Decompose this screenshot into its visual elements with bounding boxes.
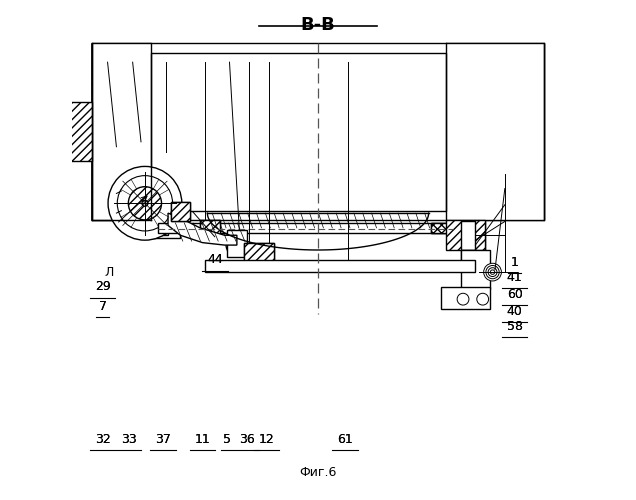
Text: 37: 37: [155, 433, 171, 446]
Text: 7: 7: [99, 300, 107, 313]
Text: 12: 12: [258, 433, 274, 446]
Bar: [141, 216, 181, 238]
Circle shape: [235, 242, 239, 248]
Text: 29: 29: [95, 280, 111, 293]
Text: 7: 7: [99, 300, 107, 313]
Text: 33: 33: [121, 433, 137, 446]
Circle shape: [108, 166, 182, 240]
Text: 36: 36: [239, 433, 254, 446]
Text: 61: 61: [337, 433, 353, 446]
Text: Фиг.6: Фиг.6: [300, 466, 336, 478]
Text: 1: 1: [511, 256, 518, 269]
Circle shape: [457, 294, 469, 305]
Text: 11: 11: [195, 433, 211, 446]
Polygon shape: [460, 220, 485, 250]
Circle shape: [226, 234, 247, 256]
Text: 33: 33: [121, 433, 137, 446]
Text: 60: 60: [507, 288, 523, 300]
Polygon shape: [244, 242, 273, 262]
Polygon shape: [148, 218, 168, 236]
Text: 1: 1: [511, 256, 518, 269]
Polygon shape: [92, 44, 544, 220]
Circle shape: [128, 186, 162, 220]
Polygon shape: [151, 54, 446, 210]
Polygon shape: [446, 220, 475, 250]
Polygon shape: [446, 44, 544, 220]
Text: В-В: В-В: [301, 16, 335, 34]
Bar: [170, 202, 190, 222]
Polygon shape: [168, 213, 237, 245]
Text: 12: 12: [258, 433, 274, 446]
Polygon shape: [92, 44, 151, 220]
Text: 37: 37: [155, 433, 171, 446]
Circle shape: [231, 239, 243, 251]
Polygon shape: [170, 202, 190, 222]
Polygon shape: [200, 220, 219, 240]
Text: 61: 61: [337, 433, 353, 446]
Circle shape: [142, 200, 148, 206]
Text: 32: 32: [95, 433, 111, 446]
Text: 44: 44: [207, 254, 223, 266]
Text: 40: 40: [507, 305, 523, 318]
Bar: [158, 223, 453, 233]
Bar: [227, 230, 247, 258]
Text: 5: 5: [223, 433, 231, 446]
Text: 32: 32: [95, 433, 111, 446]
Text: 41: 41: [507, 270, 523, 283]
Circle shape: [484, 264, 501, 281]
Text: 41: 41: [507, 270, 523, 283]
Text: 5: 5: [223, 433, 231, 446]
Bar: [441, 287, 490, 309]
Circle shape: [117, 176, 172, 231]
Text: 29: 29: [95, 280, 111, 293]
Bar: [460, 250, 490, 290]
Text: 40: 40: [507, 305, 523, 318]
Circle shape: [488, 268, 497, 276]
Text: 58: 58: [507, 320, 523, 332]
Polygon shape: [431, 223, 451, 233]
Circle shape: [490, 270, 495, 274]
Text: Л: Л: [104, 266, 114, 278]
Text: 60: 60: [507, 288, 523, 300]
Circle shape: [477, 294, 488, 305]
Text: 44: 44: [207, 254, 223, 266]
Circle shape: [486, 266, 499, 279]
Text: 58: 58: [507, 320, 523, 332]
Polygon shape: [67, 102, 92, 162]
Bar: [460, 220, 485, 260]
Bar: [205, 260, 475, 272]
Text: 36: 36: [239, 433, 254, 446]
Bar: [244, 242, 273, 262]
Text: 11: 11: [195, 433, 211, 446]
Bar: [200, 220, 219, 240]
Bar: [431, 223, 451, 233]
